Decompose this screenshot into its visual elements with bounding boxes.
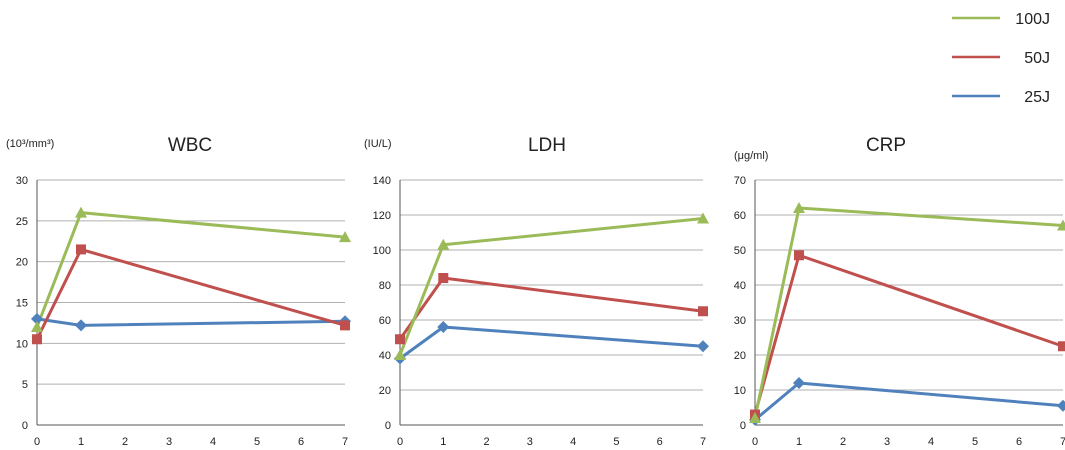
wbc-y-tick-label: 20: [16, 257, 28, 269]
wbc-y-tick-label: 30: [16, 175, 28, 187]
wbc-x-tick-label: 2: [122, 436, 128, 448]
wbc-x-tick-label: 7: [342, 436, 348, 448]
wbc-chart-title: WBC: [168, 135, 212, 156]
ldh-y-tick-label: 140: [373, 175, 391, 187]
ldh-y-tick-label: 40: [379, 350, 391, 362]
ldh-series-50j-point: [395, 334, 405, 345]
ldh-series-100j-point: [394, 349, 406, 360]
ldh-series-100j-point: [437, 238, 450, 250]
wbc-series-100j-point: [75, 206, 87, 218]
ldh-x-tick-label: 2: [484, 436, 490, 448]
crp-y-tick-label: 30: [734, 315, 746, 327]
crp-series-100j-point: [749, 412, 761, 423]
ldh-x-tick-label: 7: [700, 436, 706, 448]
wbc-y-tick-label: 25: [16, 216, 28, 228]
ldh-series-50j-point: [698, 306, 708, 317]
ldh-y-tick-label: 60: [379, 315, 391, 327]
crp-y-tick-label: 40: [734, 280, 746, 292]
legend-label-50j: 50J: [1024, 50, 1050, 67]
wbc-x-tick-label: 4: [210, 436, 216, 448]
legend-label-25j: 25J: [1024, 89, 1050, 106]
wbc-x-tick-label: 5: [254, 436, 260, 448]
wbc-y-tick-label: 0: [22, 420, 28, 432]
ldh-series-25j-point: [697, 340, 709, 353]
wbc-chart-panel: WBC (10³/mm³) 0 5 10 15 20 25 30 0 1 2 3 4 5 6 7: [6, 135, 351, 448]
ldh-y-tick-label: 80: [379, 280, 391, 292]
ldh-x-tick-label: 5: [613, 436, 619, 448]
ldh-chart-panel: LDH (IU/L) 0 20 40 60 80 100 120 140 0 1 2 3 4 5 6 7: [364, 135, 709, 448]
wbc-series-100j-line: [35, 211, 346, 328]
wbc-series-50j-point: [76, 244, 86, 255]
wbc-x-tick-label: 0: [34, 436, 40, 448]
ldh-chart-title: LDH: [528, 135, 566, 156]
ldh-y-tick-label: 120: [373, 210, 391, 222]
wbc-series-100j-point: [31, 321, 43, 332]
crp-y-axis-unit: (μg/ml): [734, 150, 768, 162]
ldh-series-50j-point: [438, 273, 449, 283]
crp-y-tick-label: 20: [734, 350, 746, 362]
ldh-y-tick-label: 0: [385, 420, 391, 432]
crp-y-tick-label: 0: [740, 420, 746, 432]
crp-x-tick-label: 4: [928, 436, 934, 448]
wbc-series-100j-point: [339, 231, 351, 243]
ldh-x-tick-label: 3: [527, 436, 533, 448]
ldh-series-25j-point: [437, 321, 450, 333]
crp-series-25j-line: [754, 381, 1064, 421]
wbc-x-tick-label: 6: [298, 436, 304, 448]
crp-x-tick-label: 7: [1060, 436, 1065, 448]
crp-x-tick-label: 3: [884, 436, 890, 448]
crp-y-tick-label: 70: [734, 175, 746, 187]
legend-label-100j: 100J: [1015, 11, 1050, 28]
ldh-series-100j-point: [697, 212, 709, 224]
wbc-series-50j-point: [32, 334, 42, 345]
crp-x-tick-label: 5: [972, 436, 978, 448]
crp-x-tick-label: 0: [752, 436, 758, 448]
crp-series-50j-line: [753, 253, 1064, 415]
crp-chart-title: CRP: [866, 135, 906, 156]
crp-series-25j-point: [793, 377, 805, 389]
ldh-y-tick-label: 100: [373, 245, 391, 257]
wbc-y-axis-unit: (10³/mm³): [6, 138, 54, 150]
ldh-x-tick-label: 6: [657, 436, 663, 448]
wbc-series-25j-point: [31, 312, 43, 325]
wbc-y-tick-label: 10: [16, 338, 28, 350]
ldh-y-tick-label: 20: [379, 385, 391, 397]
wbc-x-tick-label: 1: [78, 436, 84, 448]
wbc-series-50j-point: [340, 320, 350, 331]
ldh-x-tick-label: 1: [440, 436, 446, 448]
wbc-y-tick-label: 5: [22, 379, 28, 391]
crp-x-tick-label: 1: [796, 436, 802, 448]
legend: 100J 50J 25J: [952, 11, 1050, 106]
crp-series-25j-point: [1057, 399, 1065, 412]
ldh-x-tick-label: 4: [570, 436, 576, 448]
wbc-series-25j-point: [75, 319, 87, 332]
ldh-y-axis-unit: (IU/L): [364, 138, 392, 150]
crp-chart-panel: CRP (μg/ml) 0 10 20 30 40 50 60 70 0 1 2 3 4 5 6 7: [734, 135, 1065, 448]
crp-y-tick-label: 50: [734, 245, 746, 257]
wbc-y-tick-label: 15: [16, 298, 28, 310]
ldh-x-tick-label: 0: [397, 436, 403, 448]
wbc-x-tick-label: 3: [166, 436, 172, 448]
crp-y-tick-label: 60: [734, 210, 746, 222]
crp-series-100j-point: [793, 202, 805, 213]
crp-x-tick-label: 6: [1016, 436, 1022, 448]
ldh-series-25j-line: [399, 325, 704, 360]
crp-series-50j-point: [794, 250, 804, 261]
crp-series-50j-point: [1058, 341, 1065, 352]
crp-y-tick-label: 10: [734, 385, 746, 397]
crp-series-100j-point: [1057, 219, 1065, 231]
crp-x-tick-label: 2: [840, 436, 846, 448]
